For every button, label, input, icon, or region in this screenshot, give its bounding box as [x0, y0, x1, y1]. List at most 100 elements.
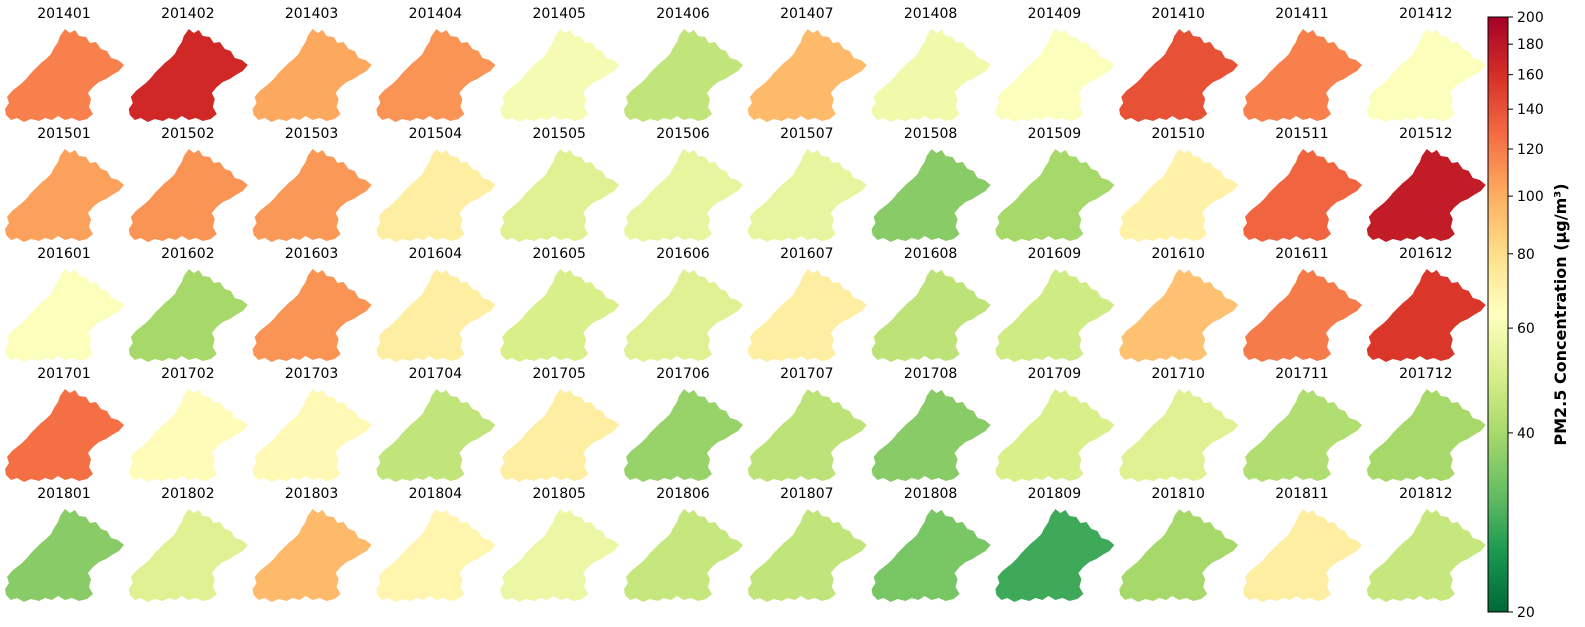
map-panel: 201509	[995, 126, 1115, 242]
map-panel: 201611	[1243, 246, 1362, 362]
map-panel: 201703	[252, 366, 372, 482]
region-map	[1243, 29, 1362, 122]
panel-title: 201606	[656, 246, 710, 262]
panel-title: 201510	[1151, 126, 1204, 142]
map-panel: 201601	[5, 246, 124, 362]
region-map	[1119, 389, 1239, 482]
region-map	[747, 29, 867, 122]
map-panel: 201805	[500, 486, 620, 602]
region-map	[624, 509, 743, 602]
map-panel: 201406	[624, 6, 743, 122]
map-panel: 201604	[376, 246, 496, 362]
region-map	[252, 389, 372, 482]
map-panel: 201711	[1243, 366, 1362, 482]
map-panel: 201409	[995, 6, 1115, 122]
panel-title: 201610	[1151, 246, 1204, 262]
region-map	[252, 149, 372, 242]
panel-title: 201507	[780, 126, 833, 142]
panel-title: 201412	[1399, 6, 1452, 22]
map-panel: 201709	[995, 366, 1115, 482]
panel-title: 201612	[1399, 246, 1452, 262]
region-map	[1119, 149, 1239, 242]
colorbar-tick-label: 140	[1517, 102, 1544, 118]
region-map	[376, 509, 496, 602]
panel-title: 201704	[409, 366, 463, 382]
region-map	[252, 509, 372, 602]
region-map	[1366, 29, 1486, 122]
map-panel: 201808	[871, 486, 991, 602]
map-panel: 201812	[1366, 486, 1486, 602]
colorbar-tick-label: 60	[1517, 321, 1535, 337]
panel-title: 201707	[780, 366, 833, 382]
panel-title: 201809	[1028, 486, 1081, 502]
panel-title: 201403	[285, 6, 338, 22]
region-map	[376, 389, 496, 482]
map-panel: 201612	[1366, 246, 1486, 362]
panel-title: 201508	[904, 126, 957, 142]
panel-title: 201812	[1399, 486, 1452, 502]
panel-title: 201406	[656, 6, 710, 22]
panel-title: 201705	[532, 366, 585, 382]
region-map	[500, 269, 620, 362]
map-panels-grid: 201401 201402 201403 201404 201405 201406 2014…	[5, 6, 1486, 602]
panel-title: 201511	[1275, 126, 1328, 142]
map-panel: 201809	[995, 486, 1115, 602]
map-panel: 201801	[5, 486, 124, 602]
region-map	[376, 29, 496, 122]
map-panel: 201411	[1243, 6, 1362, 122]
map-panel: 201508	[871, 126, 991, 242]
map-panel: 201403	[252, 6, 372, 122]
region-map	[1366, 509, 1486, 602]
panel-title: 201712	[1399, 366, 1452, 382]
colorbar-tick-label: 100	[1517, 189, 1544, 205]
panel-title: 201503	[285, 126, 338, 142]
panel-title: 201601	[37, 246, 90, 262]
region-map	[500, 149, 620, 242]
panel-title: 201805	[532, 486, 585, 502]
map-panel: 201605	[500, 246, 620, 362]
map-panel: 201705	[500, 366, 620, 482]
panel-title: 201802	[161, 486, 214, 502]
map-panel: 201608	[871, 246, 991, 362]
region-map	[5, 29, 124, 122]
map-panel: 201701	[5, 366, 124, 482]
map-panel: 201501	[5, 126, 124, 242]
panel-title: 201702	[161, 366, 214, 382]
map-panel: 201510	[1119, 126, 1239, 242]
panel-title: 201405	[532, 6, 585, 22]
map-panel: 201606	[624, 246, 743, 362]
map-panel: 201506	[624, 126, 743, 242]
panel-title: 201509	[1028, 126, 1081, 142]
colorbar-tick-label: 160	[1517, 68, 1544, 84]
map-panel: 201708	[871, 366, 991, 482]
colorbar-label: PM2.5 Concentration (μg/m³)	[1551, 183, 1570, 445]
colorbar-tick-label: 200	[1517, 10, 1544, 26]
region-map	[128, 389, 248, 482]
map-panel: 201706	[624, 366, 743, 482]
region-map	[252, 29, 372, 122]
panel-title: 201505	[532, 126, 585, 142]
region-map	[252, 269, 372, 362]
panel-title: 201608	[904, 246, 957, 262]
region-map	[995, 389, 1115, 482]
region-map	[871, 509, 991, 602]
panel-title: 201708	[904, 366, 957, 382]
region-map	[624, 149, 743, 242]
panel-title: 201506	[656, 126, 710, 142]
region-map	[500, 29, 620, 122]
map-panel: 201404	[376, 6, 496, 122]
colorbar-tick-label: 120	[1517, 142, 1544, 158]
map-panel: 201502	[128, 126, 248, 242]
map-panel: 201505	[500, 126, 620, 242]
map-panel: 201512	[1366, 126, 1486, 242]
region-map	[624, 389, 743, 482]
map-panel: 201802	[128, 486, 248, 602]
region-map	[128, 269, 248, 362]
region-map	[995, 29, 1115, 122]
panel-title: 201709	[1028, 366, 1081, 382]
region-map	[1243, 389, 1362, 482]
map-panel: 201408	[871, 6, 991, 122]
region-map	[747, 509, 867, 602]
panel-title: 201804	[409, 486, 463, 502]
map-panel: 201607	[747, 246, 867, 362]
